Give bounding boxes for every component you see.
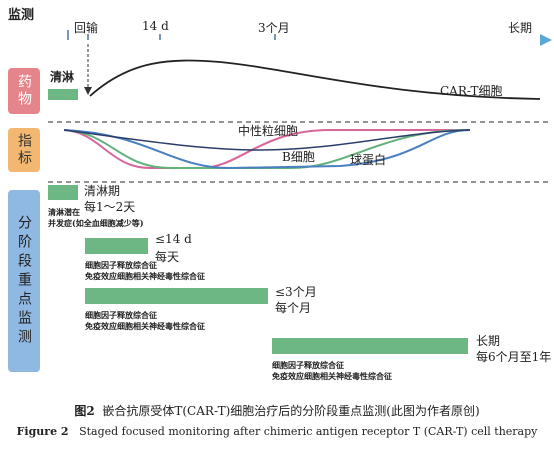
stage-period: ≤3个月	[275, 285, 317, 299]
timeline-arrow	[540, 34, 552, 46]
stage-period: ≤14 d	[155, 232, 192, 246]
caption-en: Figure 2 Staged focused monitoring after…	[0, 425, 554, 438]
stage-frequency: 每天	[155, 250, 180, 264]
stage-period: 长期	[476, 334, 501, 348]
title: 监测	[8, 8, 35, 23]
stage-note: 细胞因子释放综合征	[85, 310, 157, 320]
stage-note: 清淋潜在	[48, 207, 80, 217]
stage-period: 清淋期	[84, 184, 121, 198]
curve-label: CAR-T细胞	[440, 84, 503, 98]
lymphodepletion-bar	[48, 89, 78, 100]
caption-text: 嵌合抗原受体T(CAR-T)细胞治疗后的分阶段重点监测(此图为作者原创)	[102, 404, 480, 418]
stage-bar	[85, 238, 148, 254]
time-label: 回输	[74, 21, 99, 35]
section-label: 分阶段重点监测	[8, 190, 40, 372]
timeline-ticks	[67, 30, 276, 40]
stage-note: 细胞因子释放综合征	[85, 260, 157, 270]
stage-note: 免疫效应细胞相关神经毒性综合征	[272, 371, 392, 381]
stage-frequency: 每个月	[275, 301, 312, 315]
infusion-arrow	[84, 87, 92, 95]
caption-zh: 图2 嵌合抗原受体T(CAR-T)细胞治疗后的分阶段重点监测(此图为作者原创)	[0, 402, 554, 419]
b-cell-curve	[63, 129, 471, 169]
stage-frequency: 每1～2天	[84, 200, 136, 214]
stage-note: 免疫效应细胞相关神经毒性综合征	[85, 321, 205, 331]
stage-bar	[272, 338, 468, 354]
reference-curve	[63, 129, 471, 151]
lymphodepletion-label: 清淋	[50, 70, 75, 84]
section-label: 指标	[8, 128, 40, 172]
caption-label: Figure 2	[16, 425, 69, 438]
section-label: 药物	[8, 68, 40, 114]
stage-note: 免疫效应细胞相关神经毒性综合征	[85, 271, 205, 281]
separators	[48, 121, 548, 183]
curve-label: 中性粒细胞	[238, 124, 299, 138]
stage-note: 并发症(如全血细胞减少等)	[48, 218, 144, 228]
stage-note: 细胞因子释放综合征	[272, 360, 344, 370]
time-label: 3个月	[258, 21, 290, 35]
curve-label: 球蛋白	[350, 153, 387, 167]
stage-bar	[48, 185, 78, 200]
car-t-curve	[89, 59, 541, 100]
stage-frequency: 每6个月至1年	[476, 350, 552, 364]
time-label: 长期	[508, 21, 533, 35]
caption-label: 图2	[74, 404, 95, 418]
globulin-curve	[63, 129, 471, 170]
curve-label: B细胞	[282, 150, 315, 164]
stage-bar	[85, 288, 268, 304]
caption-text: Staged focused monitoring after chimeric…	[79, 425, 538, 438]
time-label: 14 d	[142, 19, 169, 33]
